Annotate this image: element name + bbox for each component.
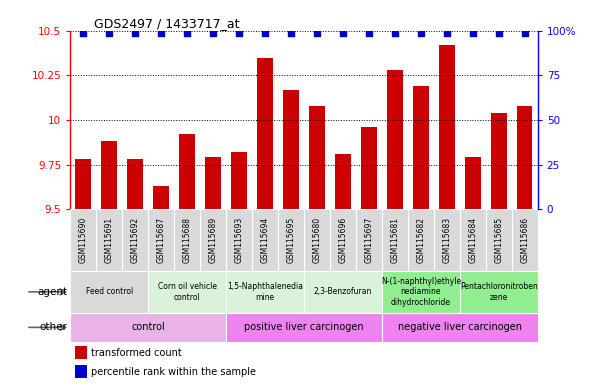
Text: agent: agent <box>37 287 67 297</box>
Bar <box>361 127 376 209</box>
Bar <box>512 209 538 271</box>
Text: other: other <box>39 322 67 333</box>
Bar <box>70 209 97 271</box>
Text: Pentachloronitroben
zene: Pentachloronitroben zene <box>460 282 538 301</box>
Text: GSM115680: GSM115680 <box>312 217 321 263</box>
Bar <box>180 134 195 209</box>
Bar <box>517 106 533 209</box>
Bar <box>459 271 538 313</box>
Point <box>130 30 140 36</box>
Bar <box>491 113 507 209</box>
Bar <box>382 313 538 342</box>
Text: GSM115690: GSM115690 <box>79 217 88 263</box>
Text: N-(1-naphthyl)ethyle
nediamine
dihydrochloride: N-(1-naphthyl)ethyle nediamine dihydroch… <box>381 277 461 307</box>
Bar <box>148 209 174 271</box>
Text: GSM115686: GSM115686 <box>520 217 529 263</box>
Text: GSM115682: GSM115682 <box>416 217 425 263</box>
Text: Corn oil vehicle
control: Corn oil vehicle control <box>158 282 217 301</box>
Point <box>494 30 503 36</box>
Text: Feed control: Feed control <box>86 287 133 296</box>
Bar <box>465 157 480 209</box>
Bar <box>205 157 221 209</box>
Bar <box>97 209 122 271</box>
Bar <box>70 313 226 342</box>
Bar <box>439 45 455 209</box>
Text: 2,3-Benzofuran: 2,3-Benzofuran <box>313 287 372 296</box>
Bar <box>434 209 459 271</box>
Text: GSM115695: GSM115695 <box>287 217 296 263</box>
Point <box>182 30 192 36</box>
Text: GSM115684: GSM115684 <box>468 217 477 263</box>
Text: percentile rank within the sample: percentile rank within the sample <box>91 367 256 377</box>
Text: GDS2497 / 1433717_at: GDS2497 / 1433717_at <box>93 17 239 30</box>
Point <box>364 30 374 36</box>
Point <box>286 30 296 36</box>
Bar <box>122 209 148 271</box>
Text: GSM115696: GSM115696 <box>338 217 348 263</box>
Text: 1,5-Naphthalenedia
mine: 1,5-Naphthalenedia mine <box>227 282 303 301</box>
Bar <box>101 141 117 209</box>
Bar <box>257 58 273 209</box>
Bar <box>408 209 434 271</box>
Bar <box>413 86 428 209</box>
Bar <box>382 271 459 313</box>
Point <box>442 30 452 36</box>
Point <box>156 30 166 36</box>
Bar <box>231 152 247 209</box>
Bar <box>70 271 148 313</box>
Text: transformed count: transformed count <box>91 348 182 358</box>
Bar <box>283 89 299 209</box>
Text: positive liver carcinogen: positive liver carcinogen <box>244 322 364 333</box>
Bar <box>200 209 226 271</box>
Bar <box>75 365 87 378</box>
Bar <box>127 159 143 209</box>
Text: GSM115697: GSM115697 <box>364 217 373 263</box>
Bar <box>309 106 324 209</box>
Text: GSM115688: GSM115688 <box>183 217 192 263</box>
Bar <box>226 271 304 313</box>
Bar <box>278 209 304 271</box>
Bar <box>382 209 408 271</box>
Text: GSM115691: GSM115691 <box>104 217 114 263</box>
Text: negative liver carcinogen: negative liver carcinogen <box>398 322 522 333</box>
Point <box>260 30 270 36</box>
Text: GSM115689: GSM115689 <box>208 217 218 263</box>
Bar <box>486 209 512 271</box>
Text: GSM115683: GSM115683 <box>442 217 452 263</box>
Bar <box>174 209 200 271</box>
Text: GSM115693: GSM115693 <box>235 217 244 263</box>
Bar <box>75 346 87 359</box>
Bar <box>226 313 382 342</box>
Bar <box>252 209 278 271</box>
Text: GSM115692: GSM115692 <box>131 217 140 263</box>
Text: GSM115694: GSM115694 <box>260 217 269 263</box>
Bar <box>76 159 91 209</box>
Text: GSM115687: GSM115687 <box>156 217 166 263</box>
Bar <box>304 209 330 271</box>
Bar <box>335 154 351 209</box>
Point <box>416 30 426 36</box>
Bar <box>148 271 226 313</box>
Bar <box>304 271 382 313</box>
Point <box>468 30 478 36</box>
Point <box>520 30 530 36</box>
Point <box>312 30 322 36</box>
Bar <box>387 70 403 209</box>
Bar <box>330 209 356 271</box>
Bar <box>356 209 382 271</box>
Point <box>208 30 218 36</box>
Point <box>104 30 114 36</box>
Bar <box>153 186 169 209</box>
Point <box>390 30 400 36</box>
Text: GSM115685: GSM115685 <box>494 217 503 263</box>
Point <box>338 30 348 36</box>
Point <box>234 30 244 36</box>
Bar <box>226 209 252 271</box>
Text: control: control <box>131 322 165 333</box>
Bar <box>459 209 486 271</box>
Point <box>78 30 88 36</box>
Text: GSM115681: GSM115681 <box>390 217 400 263</box>
